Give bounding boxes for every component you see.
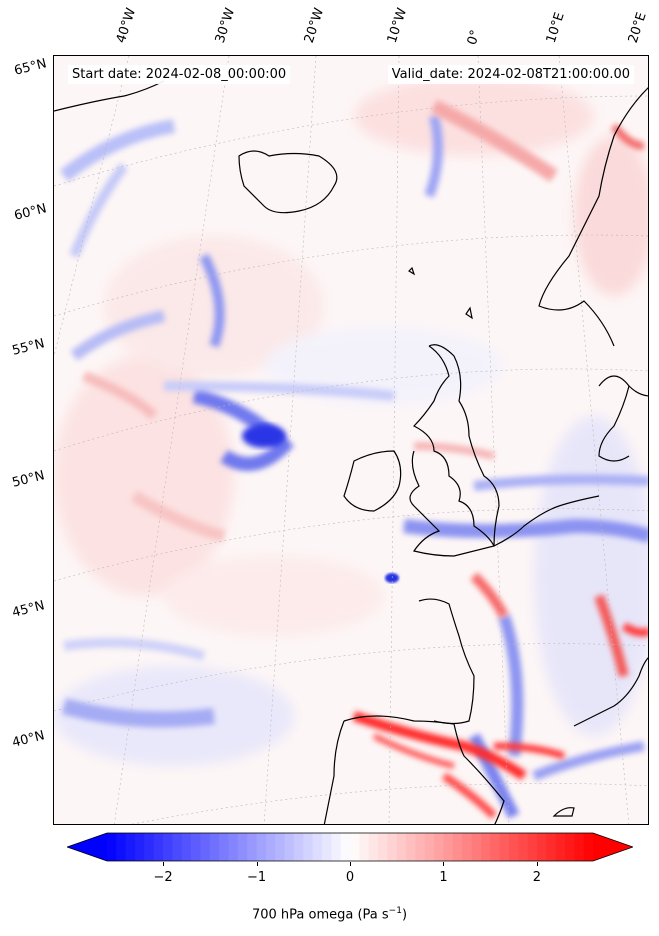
lon-label-40w: 40°W: [113, 6, 140, 45]
colorbar-tick-mark: [256, 862, 258, 866]
colorbar-cell: [434, 833, 444, 861]
colorbar-cell: [471, 833, 482, 861]
colorbar-cell: [424, 833, 435, 861]
colorbar-tick-label: −1: [246, 870, 267, 885]
colorbar-cell: [331, 833, 342, 861]
colorbar-cell: [546, 833, 557, 861]
lat-label-55n: 55°N: [10, 336, 47, 359]
lon-label-10e: 10°E: [543, 10, 568, 46]
colorbar-cell: [172, 833, 183, 861]
colorbar-cell: [415, 833, 426, 861]
colorbar-cell: [135, 833, 145, 861]
colorbar-cell: [462, 833, 472, 861]
colorbar-cell: [303, 833, 314, 861]
colorbar-cell: [144, 833, 155, 861]
lon-label-20w: 20°W: [301, 6, 328, 45]
colorbar-cell: [163, 833, 173, 861]
colorbar: [67, 832, 633, 862]
lat-label-65n: 65°N: [12, 56, 49, 79]
colorbar-cell: [219, 833, 229, 861]
colorbar-cell: [191, 833, 201, 861]
lat-label-60n: 60°N: [12, 201, 49, 224]
colorbar-cell: [284, 833, 295, 861]
colorbar-cell: [564, 833, 575, 861]
colorbar-cell: [499, 833, 510, 861]
colorbar-cell: [321, 833, 332, 861]
colorbar-tick-label: 2: [532, 870, 542, 885]
colorbar-cell: [518, 833, 529, 861]
colorbar-cell: [368, 833, 379, 861]
colorbar-cell: [350, 833, 360, 861]
map-panel: Start date: 2024-02-08_00:00:00 Valid_da…: [53, 55, 649, 825]
colorbar-cell: [247, 833, 258, 861]
colorbar-cell: [378, 833, 388, 861]
lon-label-10w: 10°W: [384, 6, 411, 45]
colorbar-cell: [406, 833, 416, 861]
colorbar-cell: [125, 833, 136, 861]
colorbar-tick-label: 1: [439, 870, 448, 885]
colorbar-cell: [536, 833, 547, 861]
colorbar-cell: [209, 833, 220, 861]
colorbar-cell: [228, 833, 239, 861]
colorbar-tick-mark: [163, 862, 165, 866]
colorbar-cell: [452, 833, 463, 861]
colorbar-cell: [387, 833, 398, 861]
start-date-label: Start date: 2024-02-08_00:00:00: [68, 65, 291, 84]
colorbar-cell: [527, 833, 538, 861]
colorbar-cell: [181, 833, 192, 861]
lat-label-45n: 45°N: [10, 598, 47, 621]
colorbar-cell: [490, 833, 501, 861]
colorbar-extend-min: [67, 833, 107, 861]
colorbar-cell: [443, 833, 454, 861]
colorbar-cell: [359, 833, 370, 861]
colorbar-cell: [574, 833, 585, 861]
colorbar-cell: [340, 833, 351, 861]
lat-label-40n: 40°N: [10, 728, 47, 751]
colorbar-cell: [200, 833, 211, 861]
colorbar-cell: [508, 833, 519, 861]
colorbar-tick-mark: [350, 862, 351, 866]
colorbar-cell: [265, 833, 276, 861]
lon-label-0: 0°: [464, 28, 484, 47]
colorbar-cell: [256, 833, 267, 861]
colorbar-cell: [583, 833, 594, 861]
colorbar-cell: [293, 833, 304, 861]
colorbar-label: 700 hPa omega (Pa s−1): [251, 906, 408, 923]
colorbar-cell: [275, 833, 286, 861]
colorbar-extend-max: [593, 833, 633, 861]
colorbar-tick-mark: [536, 862, 538, 866]
colorbar-cell: [153, 833, 164, 861]
colorbar-cell: [480, 833, 491, 861]
colorbar-cell: [312, 833, 323, 861]
colorbar-tick-label: 0: [345, 870, 355, 885]
colorbar-cell: [116, 833, 127, 861]
valid-date-label: Valid_date: 2024-02-08T21:00:00.00: [387, 65, 634, 84]
colorbar-tick-label: −2: [153, 870, 173, 885]
lat-label-50n: 50°N: [10, 468, 47, 491]
colorbar-cell: [396, 833, 407, 861]
lon-label-30w: 30°W: [212, 6, 239, 45]
colorbar-cell: [555, 833, 566, 861]
lon-label-20e: 20°E: [625, 10, 650, 46]
colorbar-cell: [237, 833, 248, 861]
omega-field: [54, 56, 648, 824]
colorbar-cell: [107, 833, 117, 861]
colorbar-tick-mark: [443, 862, 445, 866]
